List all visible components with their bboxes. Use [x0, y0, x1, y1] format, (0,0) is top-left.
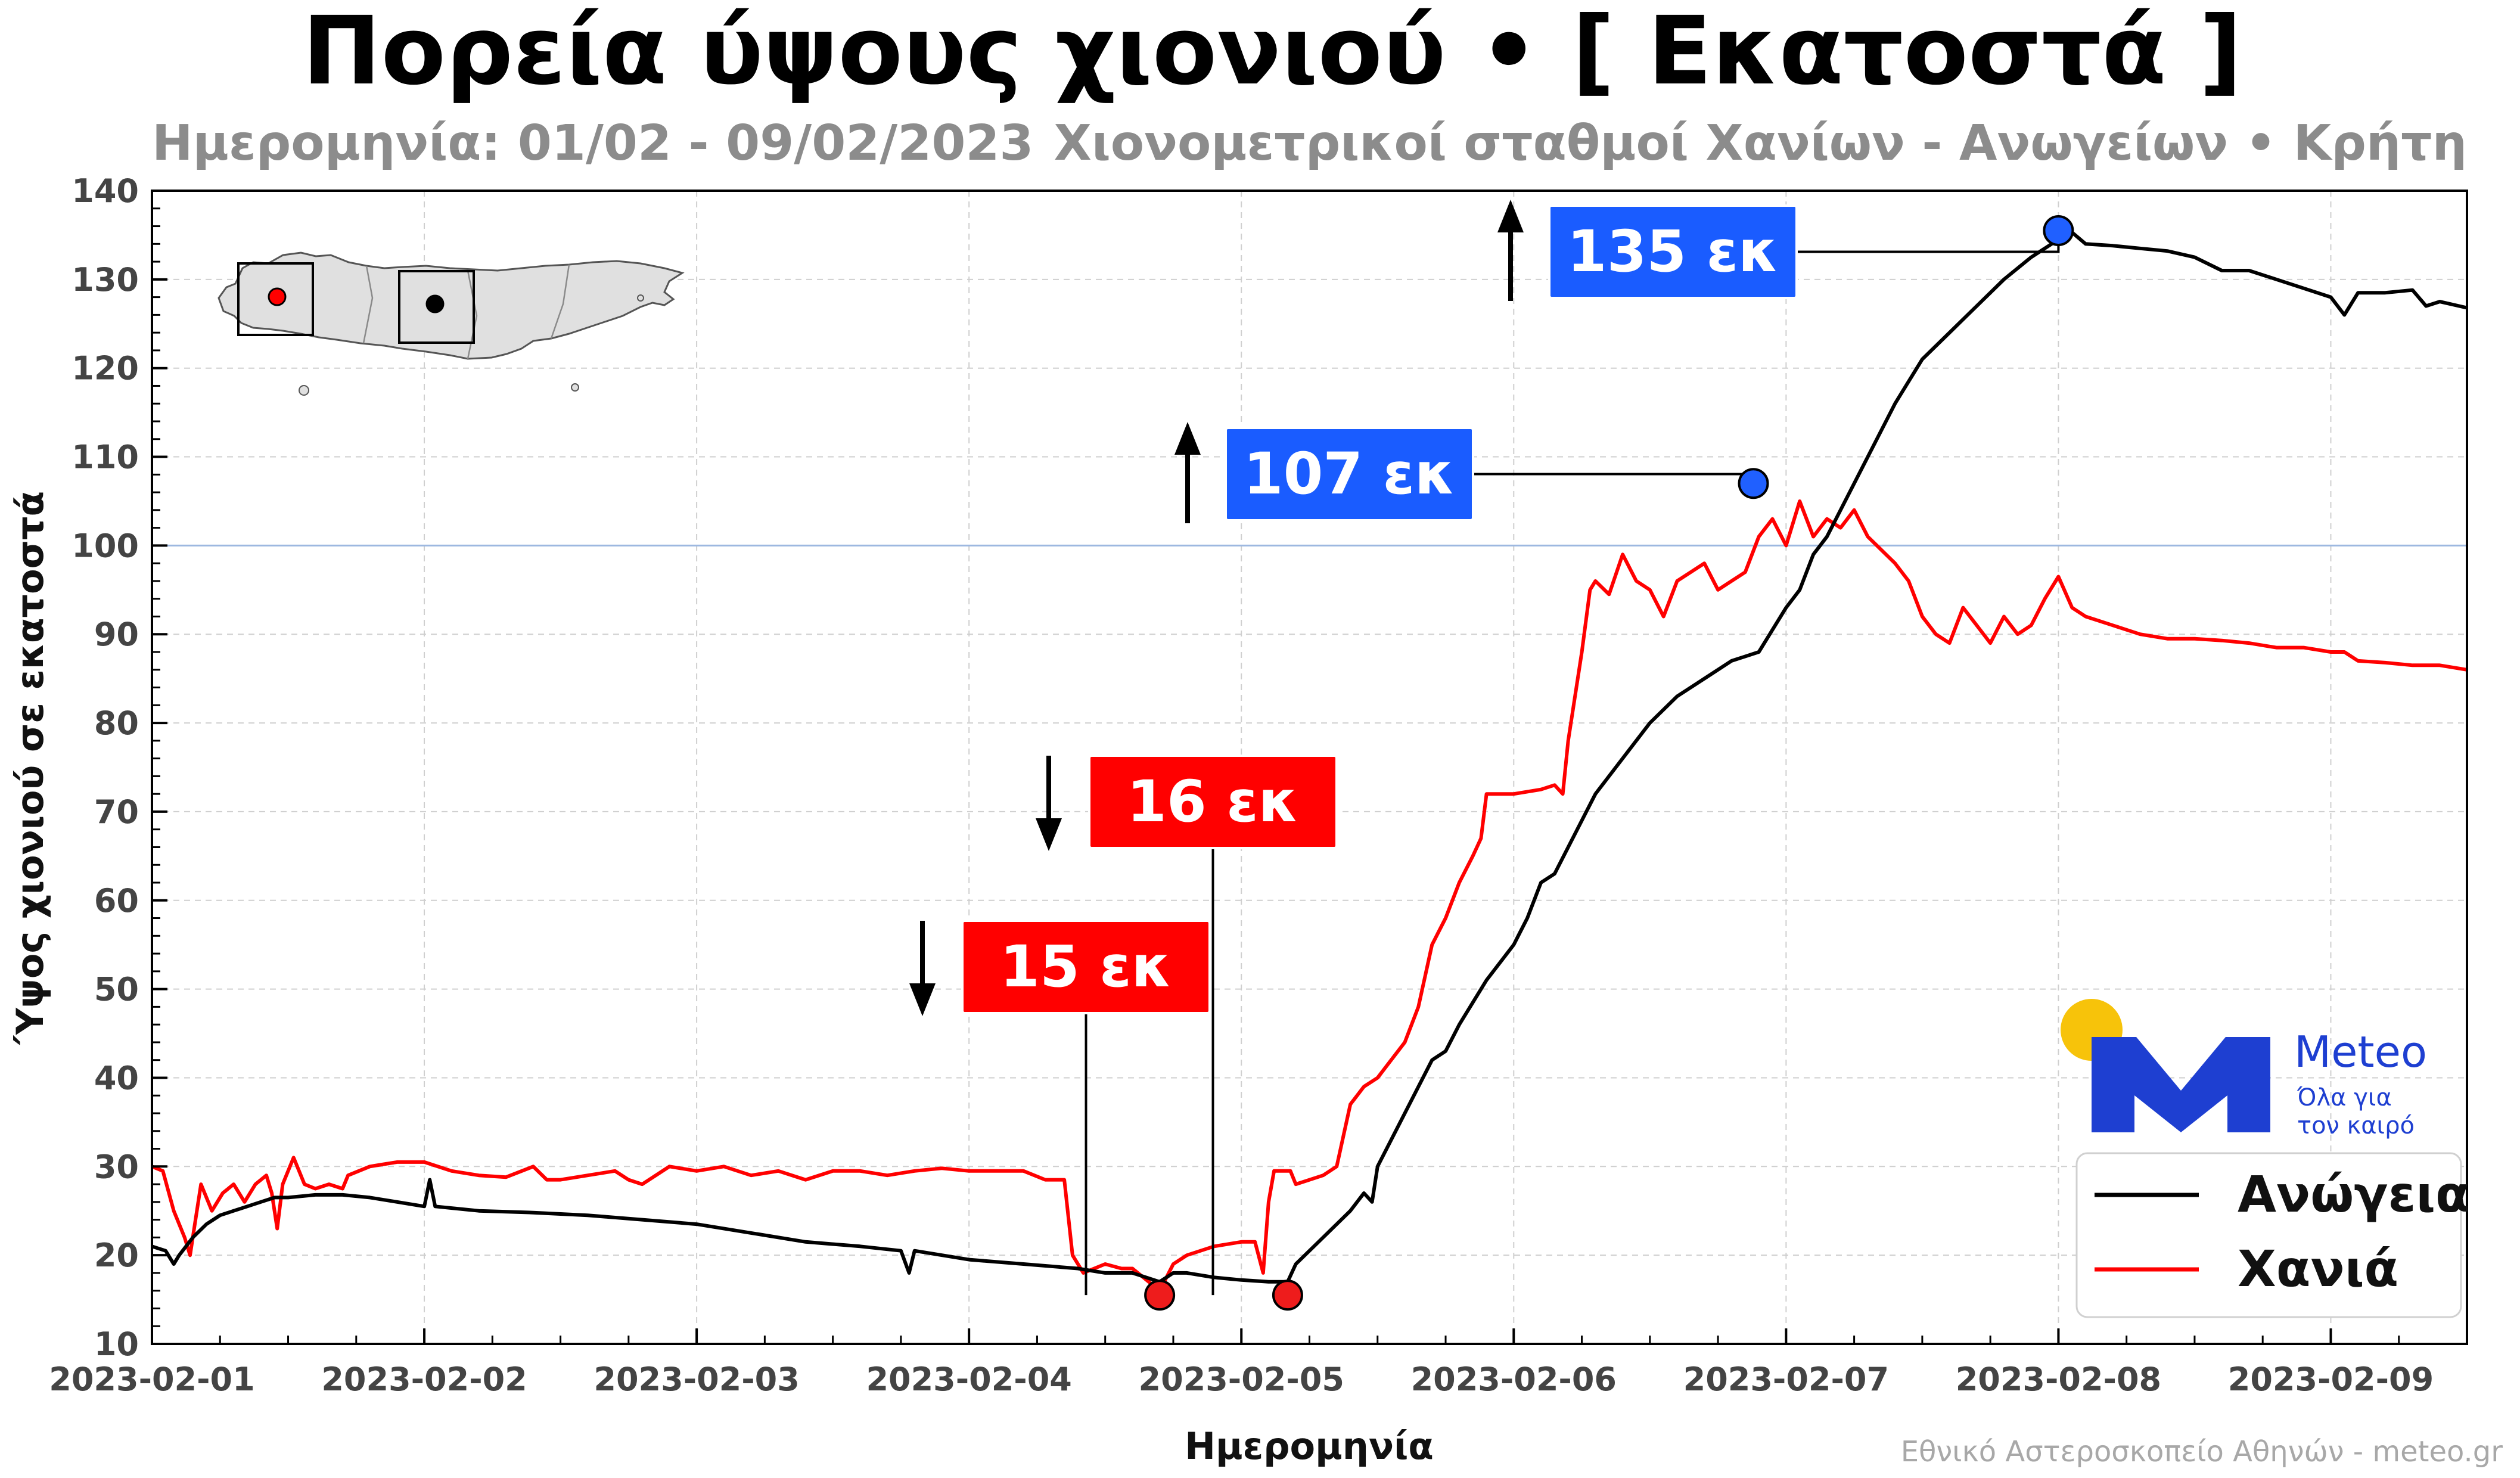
arrow-down-icon — [909, 983, 936, 1016]
x-tick-label: 2023-02-08 — [1956, 1361, 2161, 1398]
arrow-up-icon — [1497, 200, 1524, 232]
annotation-label: 107 εκ — [1244, 440, 1455, 507]
y-tick-label: 40 — [94, 1059, 139, 1097]
y-tick-label: 130 — [72, 261, 139, 299]
islet-east — [571, 383, 579, 392]
x-tick-label: 2023-02-03 — [594, 1361, 799, 1398]
meteo-m-icon — [2092, 1037, 2270, 1132]
x-tick-label: 2023-02-07 — [1683, 1361, 1889, 1398]
logo-brand-text: Meteo — [2294, 1027, 2427, 1077]
arrow-down-icon — [1036, 818, 1062, 851]
y-tick-label: 140 — [72, 172, 139, 210]
arrow-up-icon — [1174, 422, 1201, 455]
y-tick-label: 50 — [94, 971, 139, 1008]
logo-tagline-line1: Όλα για — [2297, 1084, 2392, 1111]
annotation-marker — [1272, 1280, 1303, 1311]
crete-region-borders — [362, 264, 570, 359]
series-line-chania — [151, 499, 2468, 1293]
annotation-marker — [1738, 468, 1769, 499]
series-line-anogeia — [151, 231, 2468, 1284]
meteo-logo: Meteo Όλα για τον καιρό — [2061, 999, 2427, 1139]
annotation-label: 135 εκ — [1567, 218, 1779, 285]
y-tick-label: 10 — [94, 1325, 139, 1363]
x-axis-ticks: 2023-02-01 2023-02-02 2023-02-03 2023-02-04… — [49, 1328, 2468, 1398]
islet-north — [637, 294, 644, 302]
y-axis-ticks: 10 20 30 40 50 60 70 80 90 100 110 120 130 140 — [72, 172, 167, 1363]
x-tick-label: 2023-02-05 — [1139, 1361, 1344, 1398]
island-gavdos — [299, 385, 309, 396]
legend-label-anogeia: Ανώγεια — [2238, 1165, 2470, 1224]
annotation-layer: 15 εκ 16 εκ 107 εκ 135 εκ — [909, 200, 2074, 1311]
y-tick-label: 20 — [94, 1237, 139, 1274]
annotation-box — [1088, 754, 1338, 849]
y-tick-label: 30 — [94, 1148, 139, 1185]
legend-label-chania: Χανιά — [2238, 1240, 2398, 1298]
chart-subtitle-dates: Ημερομηνία: 01/02 - 09/02/2023 — [152, 115, 1033, 172]
x-tick-label: 2023-02-01 — [49, 1361, 254, 1398]
chania-station-box — [237, 262, 314, 336]
legend: Ανώγεια Χανιά — [2075, 1152, 2470, 1318]
y-tick-label: 70 — [94, 793, 139, 831]
y-tick-label: 100 — [72, 527, 139, 564]
y-tick-label: 110 — [72, 439, 139, 476]
y-tick-label: 90 — [94, 616, 139, 653]
x-tick-label: 2023-02-09 — [2228, 1361, 2434, 1398]
y-tick-label: 120 — [72, 350, 139, 387]
annotation-marker — [2043, 215, 2074, 246]
chart-title: Πορεία ύψους χιονιού • [ Εκατοστά ] — [302, 0, 2242, 106]
anogeia-station-box — [398, 270, 475, 344]
annotation-box — [1548, 204, 1798, 299]
y-tick-label: 60 — [94, 882, 139, 920]
annotation-box — [1225, 427, 1474, 521]
chart-subtitle-stations: Χιονομετρικοί σταθμοί Χανίων - Ανωγείων … — [1054, 115, 2467, 172]
x-tick-label: 2023-02-06 — [1411, 1361, 1617, 1398]
anogeia-station-marker — [425, 294, 445, 313]
y-axis-label: Ύψος χιονιού σε εκατοστά — [8, 491, 52, 1045]
y-tick-label: 80 — [94, 704, 139, 742]
credit-text: Εθνικό Αστεροσκοπείο Αθηνών - meteo.gr — [1901, 1435, 2503, 1468]
x-tick-label: 2023-02-02 — [321, 1361, 527, 1398]
x-axis-label: Ημερομηνία — [1185, 1424, 1434, 1468]
chania-station-marker — [268, 287, 287, 306]
logo-tagline-line2: τον καιρό — [2297, 1112, 2415, 1139]
annotation-box — [961, 920, 1211, 1014]
annotation-label: 15 εκ — [1000, 933, 1172, 1000]
annotation-label: 16 εκ — [1127, 768, 1299, 835]
x-tick-label: 2023-02-04 — [866, 1361, 1071, 1398]
inset-map-crete — [217, 251, 685, 396]
annotation-marker — [1144, 1280, 1176, 1311]
series-layer — [151, 231, 2468, 1293]
